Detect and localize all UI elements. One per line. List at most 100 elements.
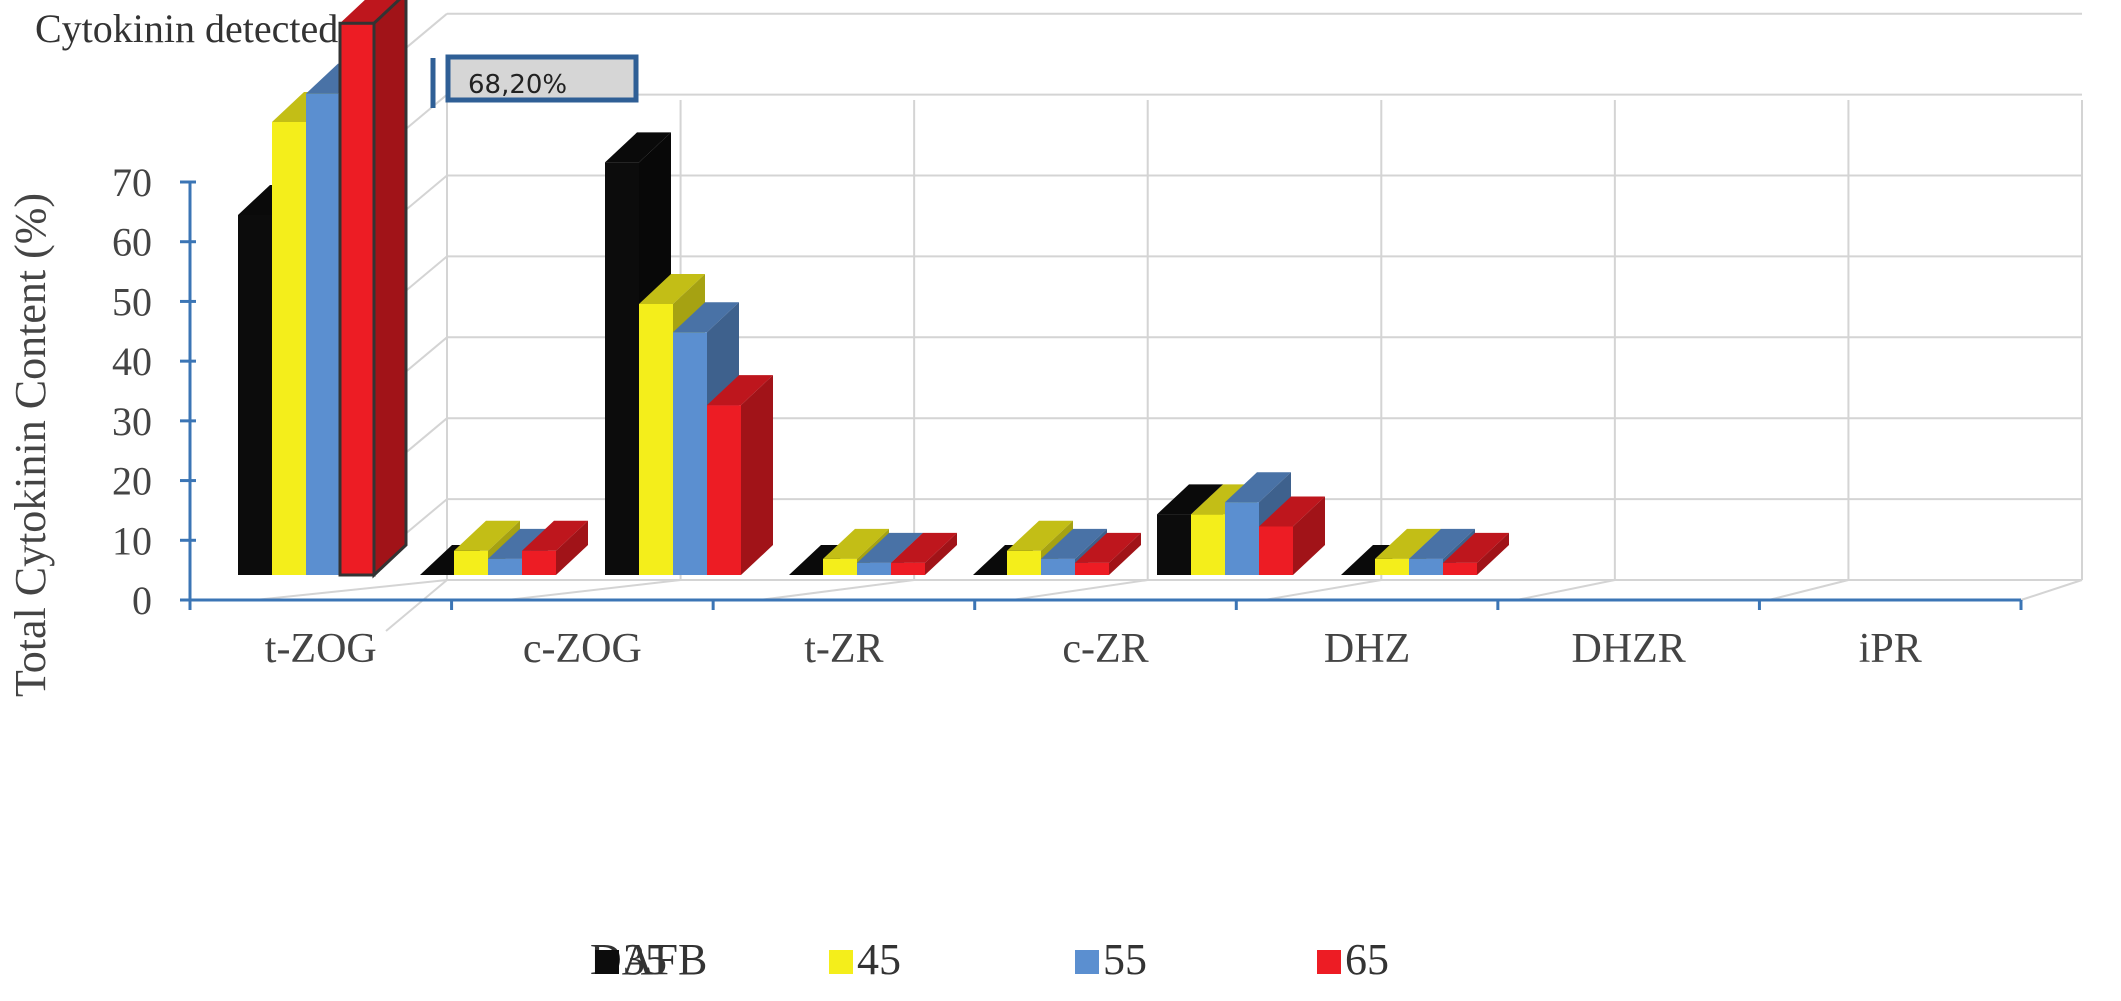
bar-top	[891, 532, 957, 563]
bar-top	[673, 302, 739, 333]
bar-top	[605, 132, 671, 163]
floor-gridline	[1263, 579, 1382, 601]
bar-front	[823, 558, 857, 575]
floor-gridline	[254, 579, 448, 601]
y-tick-label: 30	[112, 399, 152, 444]
bar-front	[1409, 558, 1443, 575]
bar-front	[522, 550, 556, 575]
bar-front	[238, 214, 272, 575]
callout-box	[445, 54, 639, 103]
bar-top	[1157, 484, 1223, 515]
bar-front	[1075, 562, 1109, 575]
bar-side	[1293, 496, 1325, 575]
floor-gridline	[507, 579, 681, 601]
callout-label: 68,20%	[468, 70, 567, 100]
bar-front	[272, 121, 306, 576]
bar-front	[488, 558, 522, 575]
floor-gridline	[1768, 579, 1849, 601]
y-tick-label: 60	[112, 220, 152, 265]
y-tick-label: 10	[112, 518, 152, 563]
legend-label: 35	[623, 935, 667, 984]
bar-top	[1041, 528, 1107, 559]
bar-top	[522, 520, 588, 551]
bar-front	[306, 93, 340, 576]
y-tick-label: 20	[112, 459, 152, 504]
bars-group	[238, 0, 1509, 576]
bar-side	[925, 532, 957, 575]
bar-top	[857, 532, 923, 563]
bar	[340, 0, 406, 575]
bar-top	[1007, 520, 1073, 551]
legend-label: 55	[1103, 935, 1147, 984]
bar-front	[891, 562, 925, 575]
bar	[522, 520, 588, 575]
bar-top	[1259, 496, 1325, 527]
y-tick-label: 40	[112, 339, 152, 384]
y-axis-label: Total Cytokinin Content (%)	[6, 193, 55, 697]
bar-side	[1477, 532, 1509, 575]
bar-top	[340, 0, 399, 24]
bar-side	[374, 0, 406, 575]
bar	[1075, 532, 1141, 575]
x-tick-label: c-ZR	[1062, 626, 1148, 672]
bar-front	[454, 550, 488, 575]
legend-swatch	[1075, 950, 1099, 974]
x-tick-label: DHZ	[1324, 626, 1410, 672]
bar-top	[707, 375, 773, 406]
bar-side	[741, 375, 773, 575]
bar-front	[639, 303, 673, 575]
x-tick-label: c-ZOG	[523, 626, 642, 672]
bar-front	[1157, 514, 1191, 575]
floor-gridline	[1011, 579, 1148, 601]
x-tick-label: DHZR	[1571, 626, 1685, 672]
bar-front	[1007, 550, 1041, 575]
floor-gridline	[2020, 579, 2083, 601]
floor-grid	[254, 579, 2083, 601]
bar-front	[1443, 562, 1477, 575]
bar-front	[1225, 502, 1259, 575]
legend-swatch	[1317, 950, 1341, 974]
bar-top	[1075, 532, 1141, 563]
y-tick-label: 0	[132, 578, 152, 623]
bar-top	[1409, 528, 1475, 559]
legend-label: 45	[857, 935, 901, 984]
bar-front	[1375, 558, 1409, 575]
legend-swatch	[595, 950, 619, 974]
side-gridline	[385, 579, 448, 632]
bar-front	[857, 562, 891, 575]
bar-top	[823, 528, 889, 559]
y-tick-label: 70	[112, 160, 152, 205]
annotation-group: 68,20%	[338, 0, 639, 579]
bar-front	[340, 23, 374, 575]
bar-front	[1191, 514, 1225, 575]
bar-top	[454, 520, 520, 551]
bar-top	[1225, 472, 1291, 503]
y-tick-label: 50	[112, 279, 152, 324]
bar-front	[605, 162, 639, 575]
x-tick-label: t-ZOG	[265, 626, 377, 672]
bar-top	[639, 273, 705, 304]
bar	[1259, 496, 1325, 575]
bar	[1443, 532, 1509, 575]
bar-top	[1375, 528, 1441, 559]
legend-label: 65	[1345, 935, 1389, 984]
bar	[891, 532, 957, 575]
bar-front	[707, 405, 741, 575]
bar-side	[1109, 532, 1141, 575]
bar-side	[556, 520, 588, 575]
x-tick-label: iPR	[1859, 626, 1922, 672]
chart-title: Cytokinin detected	[35, 6, 338, 51]
floor-gridline	[759, 579, 915, 601]
bar	[707, 375, 773, 575]
axes-group: 0 10 20 30 40 50 60 70 t-ZOG c-ZOG t-ZR c-ZR DHZ DHZR…	[112, 160, 2023, 672]
legend: DAFB 35 45 55 65	[590, 935, 1389, 984]
bar-top	[1443, 532, 1509, 563]
bar-front	[673, 332, 707, 575]
floor-gridline	[1516, 579, 1616, 601]
selected-bar-side-outline	[372, 0, 408, 579]
x-tick-label: t-ZR	[804, 626, 883, 672]
bar-front	[1259, 526, 1293, 575]
bar-front	[1041, 558, 1075, 575]
legend-swatch	[829, 950, 853, 974]
